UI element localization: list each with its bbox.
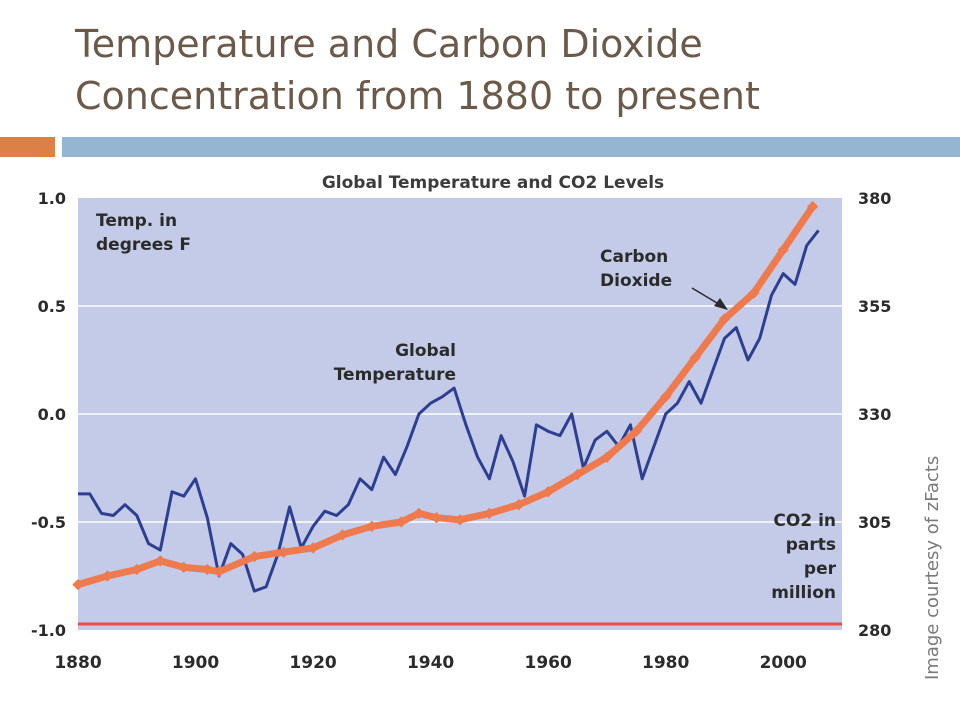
right-axis-label-line: per (804, 559, 837, 579)
co2-data-point (748, 287, 760, 299)
x-tick-label: 1880 (54, 653, 101, 673)
right-tick-label: 380 (858, 189, 891, 208)
temperature-annotation-line: Temperature (334, 365, 456, 385)
left-tick-label: 0.0 (38, 405, 66, 424)
co2-series-line (77, 204, 816, 588)
co2-data-point (718, 313, 731, 325)
x-tick-label: 1960 (524, 653, 571, 673)
left-tick-label: 1.0 (38, 189, 66, 208)
co2-data-point (278, 546, 290, 558)
co2-data-point (154, 555, 166, 567)
temperature-annotation-line: Global (395, 341, 456, 361)
co2-data-point (430, 512, 443, 524)
co2-data-point (601, 451, 613, 463)
slide-title-line-2: Concentration from 1880 to present (75, 74, 760, 118)
slide-title: Temperature and Carbon Dioxide Concentra… (75, 18, 760, 122)
co2-data-point (660, 391, 672, 403)
co2-data-point (630, 425, 642, 437)
co2-data-point (483, 507, 496, 520)
co2-data-point (131, 563, 143, 576)
co2-annotation-arrowhead (714, 298, 728, 310)
temperature-co2-chart: Global Temperature and CO2 Levels 1.0 0.5 0… (0, 160, 960, 720)
right-tick-label: 280 (858, 621, 891, 640)
title-accent-bar-orange (0, 137, 55, 157)
co2-data-point (413, 507, 425, 520)
co2-annotation-line: Dioxide (600, 271, 672, 291)
co2-data-point (366, 520, 378, 532)
title-accent-bar-blue (62, 137, 960, 157)
right-tick-label: 330 (858, 405, 891, 424)
left-tick-label: -0.5 (31, 513, 66, 532)
x-tick-label: 1980 (642, 653, 689, 673)
temperature-series-line (78, 229, 820, 593)
x-tick-label: 1900 (172, 653, 219, 673)
x-tick-label: 1940 (407, 653, 454, 673)
co2-data-point (248, 550, 260, 563)
right-axis-label-line: CO2 in (773, 511, 836, 531)
left-tick-label: 0.5 (38, 297, 66, 316)
co2-data-point (336, 529, 349, 541)
right-tick-label: 355 (858, 297, 891, 316)
left-tick-label: -1.0 (31, 621, 66, 640)
left-axis-label-line: degrees F (96, 235, 191, 255)
x-tick-label: 1920 (289, 653, 336, 673)
left-axis-label-line: Temp. in (96, 211, 177, 231)
x-tick-label: 2000 (760, 653, 807, 673)
co2-data-point (307, 542, 319, 554)
slide-title-line-1: Temperature and Carbon Dioxide (75, 22, 703, 66)
co2-data-point (689, 352, 701, 364)
right-tick-label: 305 (858, 513, 891, 532)
co2-data-point (513, 499, 525, 511)
co2-data-point (213, 566, 225, 578)
right-axis-label-line: million (771, 583, 836, 603)
image-credit: Image courtesy of zFacts (922, 456, 943, 680)
right-axis-label-line: parts (786, 535, 836, 555)
co2-data-point (201, 563, 213, 576)
co2-data-point (178, 561, 190, 574)
chart-title: Global Temperature and CO2 Levels (322, 173, 664, 193)
co2-data-point (542, 486, 554, 498)
co2-data-point (395, 516, 407, 528)
co2-data-point (571, 468, 584, 481)
co2-data-point (454, 514, 466, 526)
co2-annotation-line: Carbon (600, 247, 668, 267)
